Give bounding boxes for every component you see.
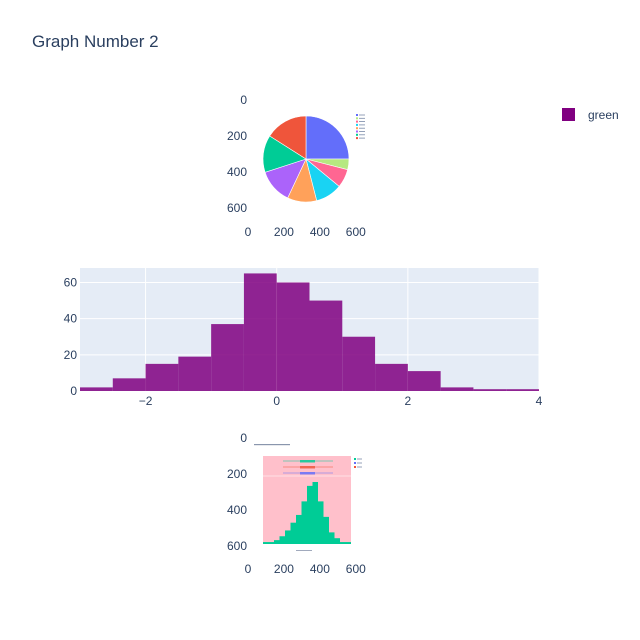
pie-legend-swatch [356,130,358,133]
histogram-image-subplot: 0 200 400 600 0 200 400 600 [227,431,366,576]
pie-legend-swatch [356,120,358,123]
embedded-hist-bar [345,542,351,544]
pie-legend-text [359,117,365,119]
pie-legend-swatch [356,117,358,120]
embedded-hist-bar [268,542,274,544]
x-tick-label: 2 [405,394,412,408]
histogram-bar [276,282,310,391]
y-tick-label: 20 [64,348,78,362]
histogram-bar [145,363,179,391]
embedded-hist-bar [334,538,340,544]
embedded-hist-bar [285,530,291,544]
embedded-pie-chart [262,115,350,203]
embedded-hist-bar [279,536,285,544]
x-tick-label: 0 [245,562,252,576]
embedded-hist-bar [296,514,302,544]
embedded-hist-bar [263,542,269,544]
y-tick-label: 60 [64,275,78,289]
y-tick-label: 600 [227,201,247,215]
pie-legend-text [359,137,365,139]
y-tick-label: 200 [227,129,247,143]
embedded-box [300,466,315,469]
x-tick-label: 400 [310,562,330,576]
y-tick-label: 0 [240,93,247,107]
pie-legend-text [359,114,365,116]
embedded-x-label [296,550,312,551]
pie-legend-swatch [356,123,358,126]
histogram-bar [375,363,408,391]
histogram-bar [473,389,507,391]
x-tick-label: 600 [346,225,366,239]
embedded-box [300,460,315,463]
pie-legend-swatch [356,137,358,140]
embedded-hist-bar [307,485,313,544]
embedded-hist-bar [290,522,296,544]
legend-label: green [588,108,619,122]
embedded-hist-bar [274,540,280,544]
pie-slice [305,115,350,160]
histogram-subplot: 0 20 40 60 −2 0 2 4 [64,268,543,408]
pie-legend-text [359,131,365,132]
y-tick-label: 400 [227,503,247,517]
y-tick-label: 400 [227,165,247,179]
pie-legend-swatch [356,114,358,116]
pie-legend-text [359,121,365,122]
legend[interactable]: green [562,108,619,122]
y-tick-label: 0 [240,431,247,445]
embedded-hist-bar [340,542,346,544]
embedded-histogram-chart [254,444,362,551]
x-tick-label: 400 [310,225,330,239]
x-tick-label: 0 [273,394,280,408]
embedded-pie-legend [356,114,365,140]
histogram-bar [243,273,277,391]
x-tick-label: 600 [346,562,366,576]
histogram-bar [80,387,113,391]
x-tick-label: −2 [139,394,153,408]
chart-title: Graph Number 2 [32,32,159,51]
histogram-bar [211,324,244,391]
embedded-hist-bar [301,501,307,544]
pie-legend-swatch [356,133,358,136]
y-tick-label: 0 [70,384,77,398]
y-tick-label: 40 [64,312,78,326]
embedded-hist-bar [329,532,335,544]
histogram-bar [112,378,146,391]
embedded-hist-bar [312,482,318,544]
histogram-bar [440,387,474,391]
x-tick-label: 200 [274,562,294,576]
pie-legend-text [359,124,365,126]
x-tick-label: 4 [536,394,543,408]
histogram-bar [309,300,343,391]
embedded-legend-swatch [354,466,356,468]
x-tick-label: 200 [274,225,294,239]
embedded-legend-text [357,466,362,468]
embedded-title [254,444,290,446]
y-tick-label: 200 [227,467,247,481]
histogram-bar [506,389,539,391]
embedded-box [300,472,315,475]
embedded-legend-text [357,462,362,464]
pie-slice [269,115,307,160]
histogram-bar [178,356,212,391]
embedded-legend-text [357,458,362,460]
y-tick-label: 600 [227,539,247,553]
pie-legend-swatch [356,127,358,130]
embedded-hist-bar [318,501,324,544]
x-tick-label: 0 [245,225,252,239]
embedded-legend-swatch [354,462,356,464]
histogram-bar [407,371,441,391]
histogram-bar [342,336,376,391]
embedded-hist-bar [323,516,329,544]
embedded-legend-swatch [354,458,356,460]
legend-swatch [562,108,575,121]
pie-image-subplot: 0 200 400 600 0 200 400 600 [227,93,366,239]
pie-legend-text [359,127,365,129]
pie-legend-text [359,134,365,136]
